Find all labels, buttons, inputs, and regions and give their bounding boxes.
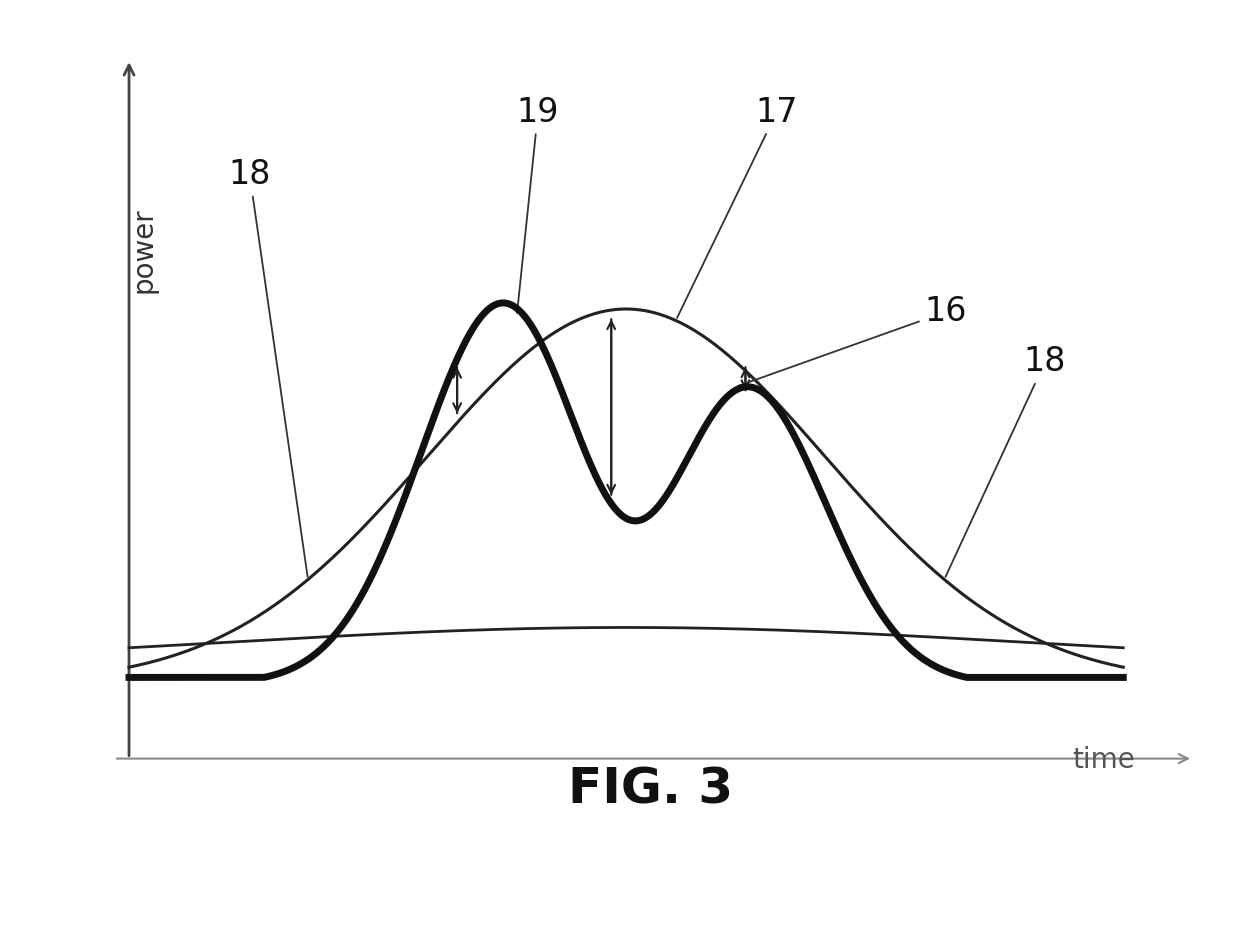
- Text: 17: 17: [677, 96, 797, 318]
- Text: FIG. 3: FIG. 3: [568, 765, 734, 814]
- Text: 18: 18: [228, 158, 308, 577]
- Text: 19: 19: [517, 96, 559, 313]
- Text: 18: 18: [945, 345, 1066, 577]
- Text: power: power: [129, 207, 157, 293]
- Text: 16: 16: [738, 296, 967, 386]
- Text: time: time: [1073, 745, 1135, 773]
